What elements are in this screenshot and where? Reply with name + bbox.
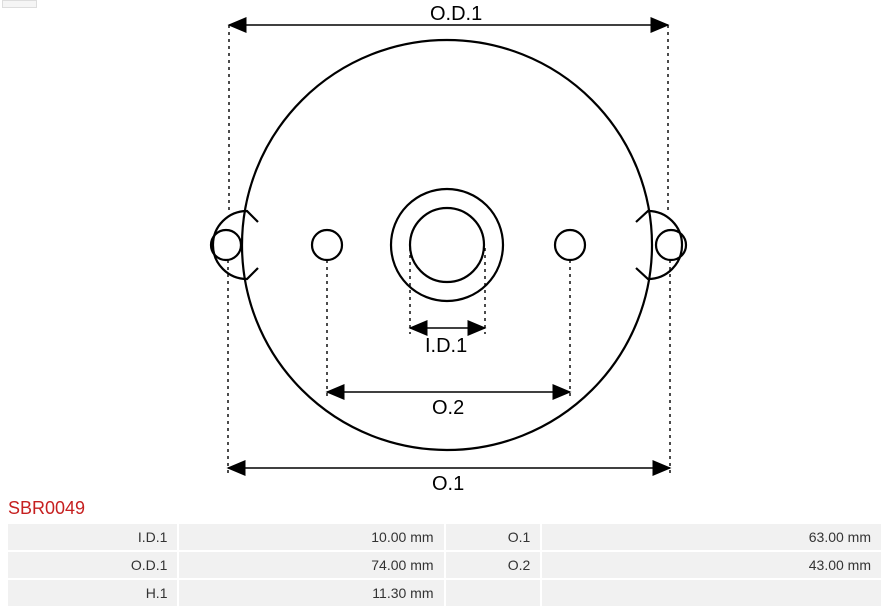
- left-ear-hole: [211, 230, 241, 260]
- table-row: O.D.1 74.00 mm O.2 43.00 mm: [8, 552, 881, 578]
- dim-id1-label: I.D.1: [425, 335, 467, 357]
- part-number-text: SBR0049: [8, 498, 85, 518]
- spec-label: I.D.1: [8, 524, 177, 550]
- table-row: H.1 11.30 mm: [8, 580, 881, 606]
- center-boss-outer: [391, 189, 503, 301]
- main-circle: [242, 40, 652, 450]
- engineering-diagram: O.D.1 O.1 O.2 I.D.1: [0, 0, 889, 498]
- spec-label: O.D.1: [8, 552, 177, 578]
- dim-o2-label: O.2: [432, 397, 464, 419]
- spec-label: O.1: [446, 524, 541, 550]
- spec-label: [446, 580, 541, 606]
- left-inner-hole: [312, 230, 342, 260]
- dim-o1-label: O.1: [432, 473, 464, 495]
- spec-value: 11.30 mm: [179, 580, 443, 606]
- dim-od1-label: O.D.1: [430, 3, 482, 25]
- right-ear: [636, 211, 682, 279]
- right-inner-hole: [555, 230, 585, 260]
- center-boss-inner: [410, 208, 484, 282]
- part-number: SBR0049: [8, 498, 85, 519]
- spec-table: I.D.1 10.00 mm O.1 63.00 mm O.D.1 74.00 …: [6, 522, 883, 608]
- table-row: I.D.1 10.00 mm O.1 63.00 mm: [8, 524, 881, 550]
- left-ear: [213, 211, 258, 279]
- spec-label: H.1: [8, 580, 177, 606]
- spec-label: O.2: [446, 552, 541, 578]
- spec-value: 74.00 mm: [179, 552, 443, 578]
- spec-value: 63.00 mm: [542, 524, 881, 550]
- spec-value: 43.00 mm: [542, 552, 881, 578]
- spec-value: [542, 580, 881, 606]
- spec-value: 10.00 mm: [179, 524, 443, 550]
